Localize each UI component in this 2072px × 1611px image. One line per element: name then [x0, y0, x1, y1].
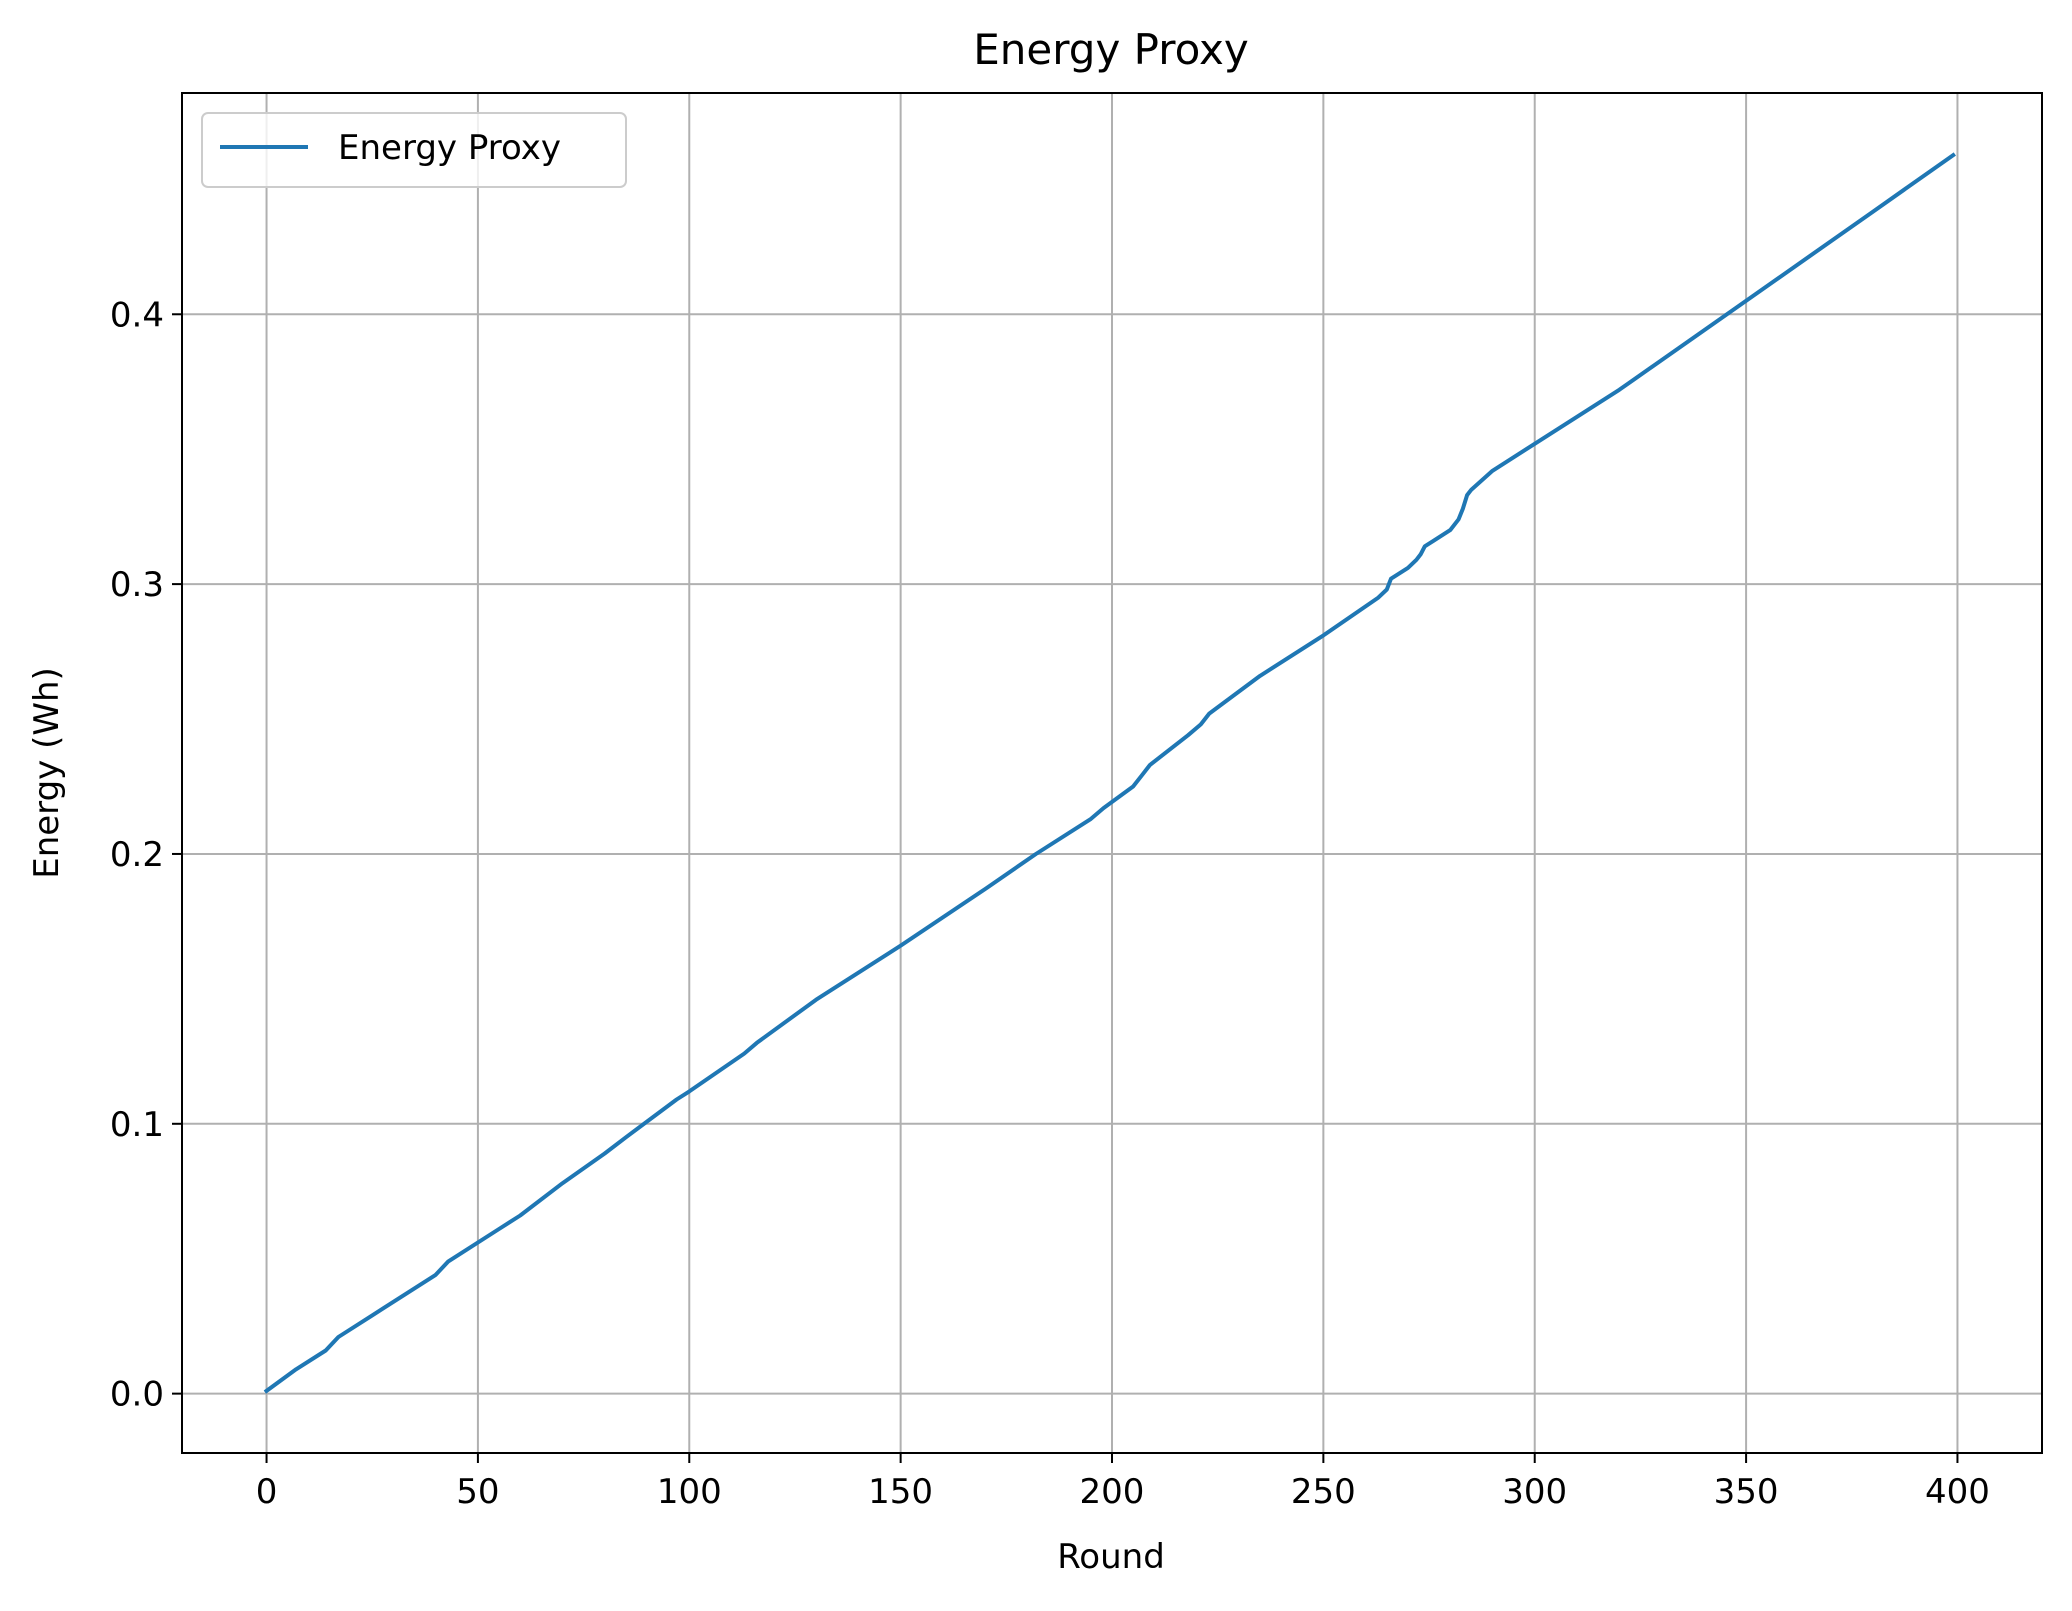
- x-tick-label: 350: [1714, 1472, 1779, 1512]
- legend-box: [201, 112, 627, 188]
- y-tick-label: 0.4: [110, 295, 164, 335]
- chart-title: Energy Proxy: [973, 25, 1248, 74]
- x-tick-label: 100: [657, 1472, 722, 1512]
- y-axis-label: Energy (Wh): [27, 667, 67, 879]
- x-tick-label: 150: [868, 1472, 933, 1512]
- y-axis-ticks: 0.0 0.1 0.2 0.3 0.4: [110, 295, 182, 1415]
- x-tick-label: 300: [1502, 1472, 1567, 1512]
- y-tick-label: 0.3: [110, 565, 164, 605]
- grid-lines: [182, 93, 2042, 1453]
- x-tick-label: 50: [456, 1472, 499, 1512]
- x-axis-label: Round: [1057, 1537, 1165, 1577]
- legend-label: Energy Proxy: [338, 128, 561, 168]
- legend: Energy Proxy: [201, 112, 627, 188]
- y-tick-label: 0.0: [110, 1375, 164, 1415]
- y-tick-label: 0.2: [110, 835, 164, 875]
- series-line-energy-proxy: [263, 152, 1956, 1394]
- series-lines: [263, 152, 1956, 1394]
- x-tick-label: 400: [1925, 1472, 1990, 1512]
- x-tick-label: 250: [1291, 1472, 1356, 1512]
- x-tick-label: 0: [256, 1472, 278, 1512]
- x-tick-label: 200: [1080, 1472, 1145, 1512]
- x-axis-ticks: 0 50 100 150 200 250 300 350 400: [256, 1453, 1990, 1512]
- y-tick-label: 0.1: [110, 1105, 164, 1145]
